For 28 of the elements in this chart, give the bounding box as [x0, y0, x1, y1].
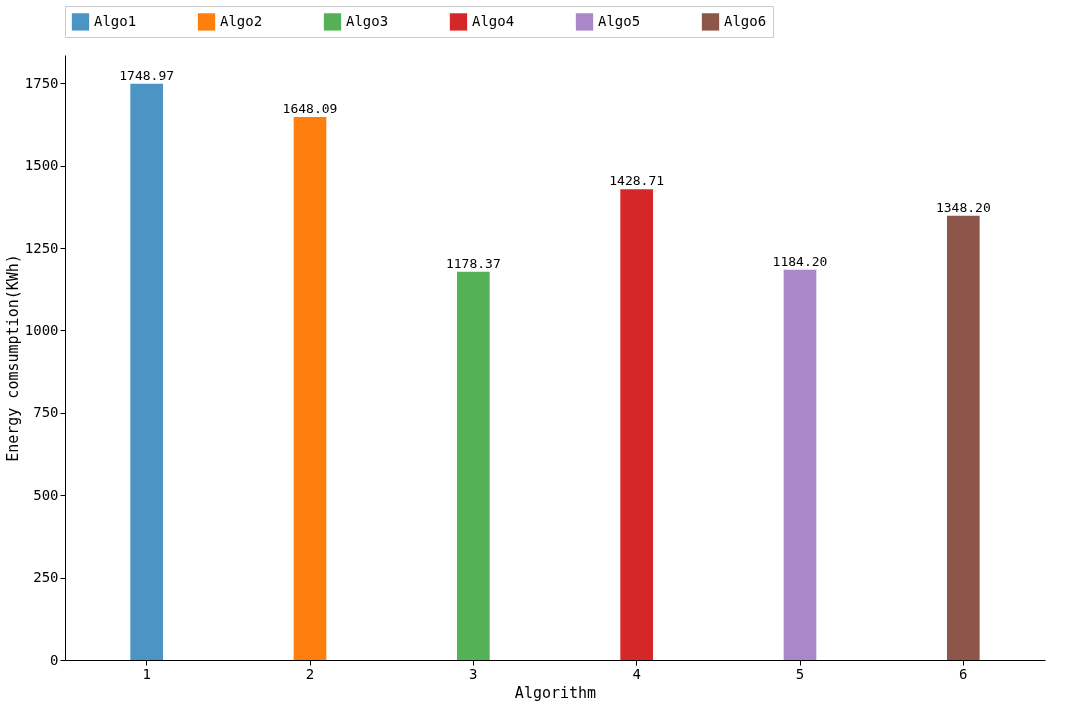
- x-tick-label: 6: [959, 665, 968, 682]
- x-tick-label: 1: [142, 665, 151, 682]
- y-tick-label: 1500: [24, 157, 59, 174]
- legend-label: Algo3: [346, 12, 389, 29]
- y-tick-label: 500: [33, 486, 59, 503]
- legend-label: Algo5: [598, 12, 641, 29]
- data-label: 1184.20: [772, 253, 828, 269]
- y-tick-label: 0: [50, 651, 59, 668]
- legend-label: Algo6: [724, 12, 767, 29]
- data-label: 1178.37: [445, 255, 501, 271]
- data-label: 1748.97: [119, 67, 175, 83]
- legend-label: Algo2: [220, 12, 263, 29]
- y-axis-title: Energy comsumption(KWh): [3, 254, 22, 462]
- y-tick-label: 750: [33, 404, 59, 421]
- x-axis-title: Algorithm: [514, 683, 597, 702]
- x-tick-label: 2: [305, 665, 315, 682]
- y-tick-label: 250: [33, 569, 59, 586]
- data-label: 1348.20: [935, 199, 991, 215]
- data-label: 1428.71: [609, 173, 665, 189]
- y-tick-label: 1250: [24, 239, 59, 256]
- x-tick-label: 5: [795, 665, 805, 682]
- x-tick-label: 4: [632, 665, 641, 682]
- legend-label: Algo4: [472, 12, 515, 29]
- y-tick-label: 1750: [24, 74, 59, 91]
- y-tick-label: 1000: [24, 321, 59, 338]
- x-tick-label: 3: [469, 665, 478, 682]
- legend-label: Algo1: [94, 12, 137, 29]
- data-label: 1648.09: [282, 100, 338, 116]
